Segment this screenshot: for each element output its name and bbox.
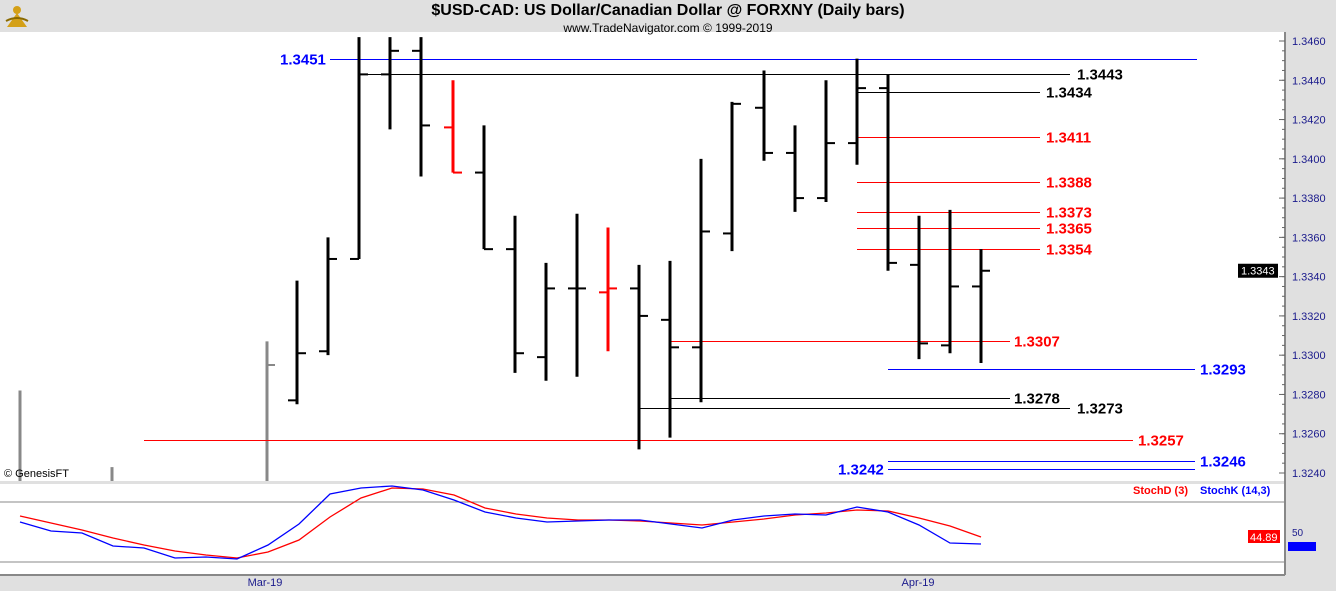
ohlc-bar <box>412 37 430 177</box>
y-tick-label: 1.3440 <box>1292 75 1326 87</box>
level-label: 1.3257 <box>1138 433 1184 450</box>
y-tick-label: 1.3380 <box>1292 193 1326 205</box>
level-label: 1.3273 <box>1077 401 1123 418</box>
ohlc-bar <box>755 70 773 161</box>
x-tick-label: Apr-19 <box>901 577 934 589</box>
last-price-label: 1.3343 <box>1241 266 1275 278</box>
level-label: 1.3242 <box>838 462 884 479</box>
level-label: 1.3411 <box>1046 130 1091 147</box>
level-label: 1.3388 <box>1046 175 1092 192</box>
ohlc-bar <box>910 215 928 360</box>
ohlc-bar <box>475 125 493 251</box>
ohlc-bar <box>319 237 337 356</box>
ohlc-bar <box>288 280 306 405</box>
y-tick-label: 1.3420 <box>1292 115 1326 127</box>
chart-subtitle: www.TradeNavigator.com © 1999-2019 <box>563 21 773 35</box>
chart-title: $USD-CAD: US Dollar/Canadian Dollar @ FO… <box>431 2 905 19</box>
ohlc-bar <box>786 125 804 212</box>
ohlc-bar <box>350 37 368 260</box>
level-label: 1.3307 <box>1014 334 1060 351</box>
y-tick-label: 1.3260 <box>1292 429 1326 441</box>
ohlc-bar <box>381 37 399 130</box>
ohlc-bar <box>972 249 990 364</box>
stoch-line-d <box>19 487 982 559</box>
stochastic-panel <box>0 484 1284 574</box>
stochd-last-box <box>1248 530 1280 543</box>
level-label: 1.3278 <box>1014 391 1060 408</box>
y-tick-label: 1.3240 <box>1292 468 1326 480</box>
level-label: 1.3246 <box>1200 454 1246 471</box>
level-label: 1.3354 <box>1046 242 1093 259</box>
price-panel <box>0 32 1284 481</box>
level-label: 1.3293 <box>1200 362 1246 379</box>
level-label: 1.3373 <box>1046 205 1092 222</box>
ohlc-bar <box>879 74 897 271</box>
stoch-tick-label: 50 <box>1292 528 1304 539</box>
y-tick-label: 1.3300 <box>1292 350 1326 362</box>
y-tick-label: 1.3400 <box>1292 154 1326 166</box>
genesis-logo-icon <box>5 6 29 27</box>
level-label: 1.3434 <box>1046 85 1093 102</box>
ohlc-bar <box>506 215 524 373</box>
stochk-last-box <box>1288 542 1316 551</box>
ohlc-bar <box>537 262 555 381</box>
y-tick-label: 1.3280 <box>1292 389 1326 401</box>
ohlc-bar <box>599 227 617 352</box>
y-tick-label: 1.3460 <box>1292 36 1326 48</box>
copyright-label: © GenesisFT <box>4 468 69 480</box>
y-tick-label: 1.3340 <box>1292 272 1326 284</box>
x-tick-label: Mar-19 <box>248 577 283 589</box>
ohlc-bar <box>941 209 959 354</box>
stochd-last-label: 44.89 <box>1250 532 1278 544</box>
ohlc-bar <box>661 260 679 438</box>
last-price-box <box>1238 263 1278 278</box>
level-label: 1.3451 <box>280 52 326 69</box>
level-label: 1.3365 <box>1046 221 1092 238</box>
stoch-line-k <box>19 485 982 560</box>
ohlc-bar <box>692 158 710 403</box>
level-label: 1.3443 <box>1077 67 1123 84</box>
stochd-legend: StochD (3) <box>1133 485 1188 497</box>
stochk-legend: StochK (14,3) <box>1200 485 1271 497</box>
y-tick-label: 1.3320 <box>1292 311 1326 323</box>
ohlc-bar <box>817 80 835 203</box>
ohlc-bar <box>848 58 866 165</box>
ohlc-bar <box>723 101 741 252</box>
ohlc-bar <box>568 213 586 377</box>
ohlc-bar <box>630 264 648 450</box>
y-tick-label: 1.3360 <box>1292 232 1326 244</box>
ohlc-bar <box>444 80 462 174</box>
